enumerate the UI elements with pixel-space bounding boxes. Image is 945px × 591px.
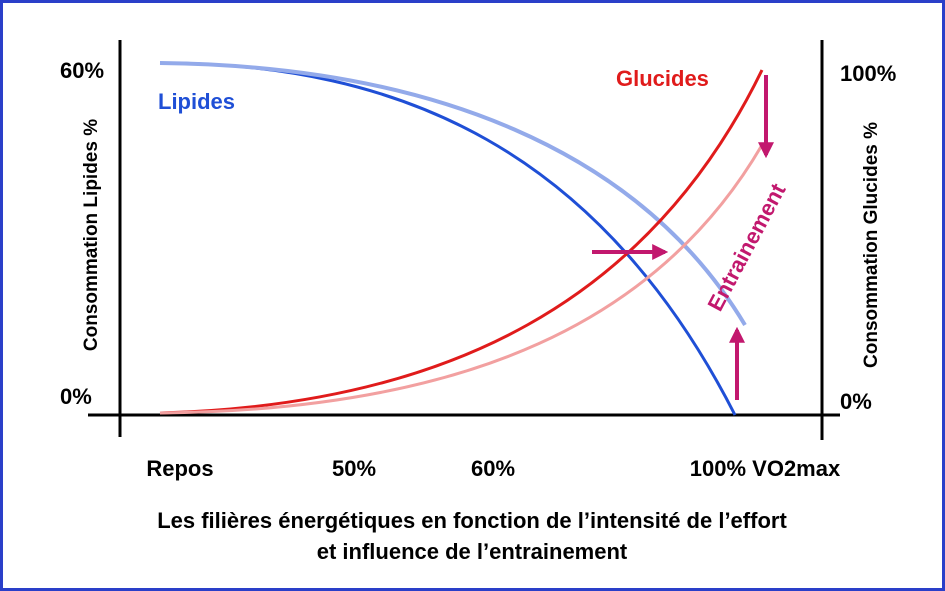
training-label: Entrainement <box>702 179 790 315</box>
x-label: Repos <box>146 456 213 481</box>
glucides-trained-curve <box>159 144 764 415</box>
left-bottom-label: 0% <box>60 384 92 409</box>
glucides-curve <box>159 69 764 415</box>
x-label: 60% <box>471 456 515 481</box>
title-line: et influence de l’entrainement <box>317 539 628 564</box>
lipides-label: Lipides <box>158 89 235 114</box>
right-axis-label: Consommation Glucides % <box>861 122 882 368</box>
lipides-trained-curve <box>159 61 747 327</box>
right-top-label: 100% <box>840 61 896 86</box>
right-bottom-label: 0% <box>840 389 872 414</box>
x-label: 50% <box>332 456 376 481</box>
left-top-label: 60% <box>60 58 104 83</box>
glucides-label: Glucides <box>616 66 709 91</box>
x-label: 100% VO2max <box>690 456 841 481</box>
left-axis-label: Consommation Lipides % <box>81 119 102 351</box>
title-line: Les filières énergétiques en fonction de… <box>157 508 787 533</box>
